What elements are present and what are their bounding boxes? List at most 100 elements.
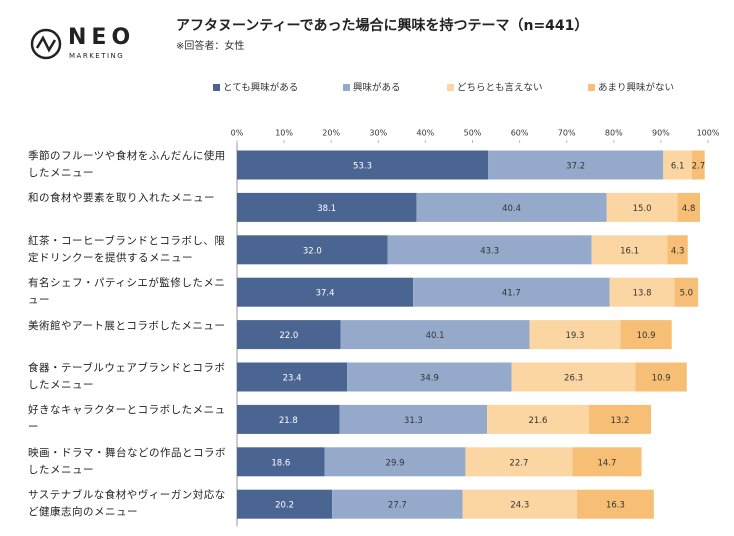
logo-mark (30, 28, 62, 60)
value-label: 38.1 (317, 204, 336, 214)
value-label: 21.8 (279, 416, 298, 426)
bar-segment (339, 404, 488, 434)
legend-label: とても興味がある (223, 82, 298, 94)
value-label: 2.7 (692, 162, 706, 172)
bar-segment (487, 404, 589, 434)
legend-label: 興味がある (353, 82, 401, 94)
x-tick-label: 70% (558, 129, 576, 138)
x-tick-label: 20% (322, 129, 340, 138)
bar-segment (237, 235, 388, 265)
bar-segment (416, 192, 607, 222)
value-label: 16.3 (606, 501, 625, 511)
bar-segment (529, 320, 621, 350)
logo-sub: MARKETING (69, 52, 124, 60)
value-label: 53.3 (353, 162, 372, 172)
legend-label: あまり興味がない (598, 82, 674, 94)
value-label: 15.0 (633, 204, 652, 214)
x-tick-label: 40% (417, 129, 435, 138)
value-label: 24.3 (510, 501, 529, 511)
value-label: 18.6 (271, 458, 290, 468)
bar-segment (677, 192, 700, 222)
x-tick-label: 0% (231, 129, 244, 138)
bar-segment (237, 320, 341, 350)
bar-segment (465, 447, 573, 477)
bar-segment (340, 320, 530, 350)
x-tick-label: 10% (275, 129, 293, 138)
value-label: 23.4 (283, 374, 302, 384)
value-label: 4.3 (671, 246, 685, 256)
bar-segment (237, 277, 414, 307)
value-label: 27.7 (388, 501, 407, 511)
value-label: 10.9 (637, 331, 656, 341)
value-label: 37.4 (316, 289, 335, 299)
bar-segment (237, 404, 340, 434)
bar-segment (324, 447, 466, 477)
bar-segment (237, 150, 489, 180)
x-tick-label: 50% (464, 129, 482, 138)
value-label: 31.3 (404, 416, 423, 426)
value-label: 40.4 (502, 204, 521, 214)
bar-segment (462, 489, 578, 519)
bar-segment (663, 150, 692, 180)
bar-segment (237, 447, 325, 477)
category-label: 季節のフルーツや食材をふんだんに使用したメニュー (28, 150, 226, 179)
x-tick-label: 80% (605, 129, 623, 138)
bar-segment (609, 277, 675, 307)
value-label: 22.0 (279, 331, 298, 341)
legend-swatch (447, 84, 454, 91)
chart-title: アフタヌーンティーであった場合に興味を持つテーマ（n=441） (176, 17, 588, 34)
bar-segment (488, 150, 664, 180)
category-label: 映画・ドラマ・舞台などの作品とコラボしたメニュー (28, 446, 226, 476)
bar-segment (606, 192, 678, 222)
x-tick-label: 100% (697, 129, 720, 138)
bar-segment (588, 404, 652, 434)
x-tick-label: 30% (369, 129, 387, 138)
value-label: 16.1 (620, 246, 639, 256)
bar-segment (237, 192, 417, 222)
value-label: 14.7 (598, 458, 617, 468)
category-label: 紅茶・コーヒーブランドとコラボし、限定ドリンクーを提供するメニュー (28, 234, 226, 264)
bar-segment (635, 362, 687, 392)
value-label: 37.2 (566, 162, 585, 172)
value-label: 43.3 (480, 246, 499, 256)
bar-segment (674, 277, 699, 307)
bar-segment (667, 235, 688, 265)
bar-segment (387, 235, 592, 265)
value-label: 22.7 (509, 458, 528, 468)
bar-segment (413, 277, 610, 307)
category-label: 好きなキャラクターとコラボしたメニュー (28, 404, 226, 434)
value-label: 13.2 (610, 416, 629, 426)
legend-swatch (213, 84, 220, 91)
bar-segment (620, 320, 672, 350)
category-label: 和の食材や要素を取り入れたメニュー (28, 192, 215, 205)
legend-swatch (588, 84, 595, 91)
value-label: 4.8 (682, 204, 696, 214)
legend-label: どちらとも言えない (457, 82, 543, 94)
logo-mark-line (35, 35, 57, 53)
bar-segment (577, 489, 654, 519)
x-tick-label: 90% (652, 129, 670, 138)
category-label: 有名シェフ・パティシエが監修したメニュー (28, 277, 226, 307)
bar-segment (572, 447, 642, 477)
x-tick-label: 60% (511, 129, 529, 138)
value-label: 26.3 (564, 374, 583, 384)
bar-segment (347, 362, 512, 392)
bar-segment (691, 150, 705, 180)
value-label: 29.9 (386, 458, 405, 468)
category-label: 食器・テーブルウェアブランドとコラボしたメニュー (28, 362, 226, 391)
category-label: サステナブルな食材やヴィーガン対応など健康志向のメニュー (28, 489, 226, 519)
chart-subtitle: ※回答者：女性 (176, 39, 244, 52)
value-label: 34.9 (420, 374, 439, 384)
value-label: 19.3 (565, 331, 584, 341)
bar-segment (511, 362, 636, 392)
value-label: 32.0 (303, 246, 322, 256)
bar-segment (237, 362, 348, 392)
legend-swatch (343, 84, 350, 91)
value-label: 20.2 (275, 501, 294, 511)
value-label: 13.8 (633, 289, 652, 299)
logo-name: NEO (68, 25, 135, 50)
category-label: 美術館やアート展とコラボしたメニュー (28, 319, 226, 332)
value-label: 41.7 (502, 289, 521, 299)
